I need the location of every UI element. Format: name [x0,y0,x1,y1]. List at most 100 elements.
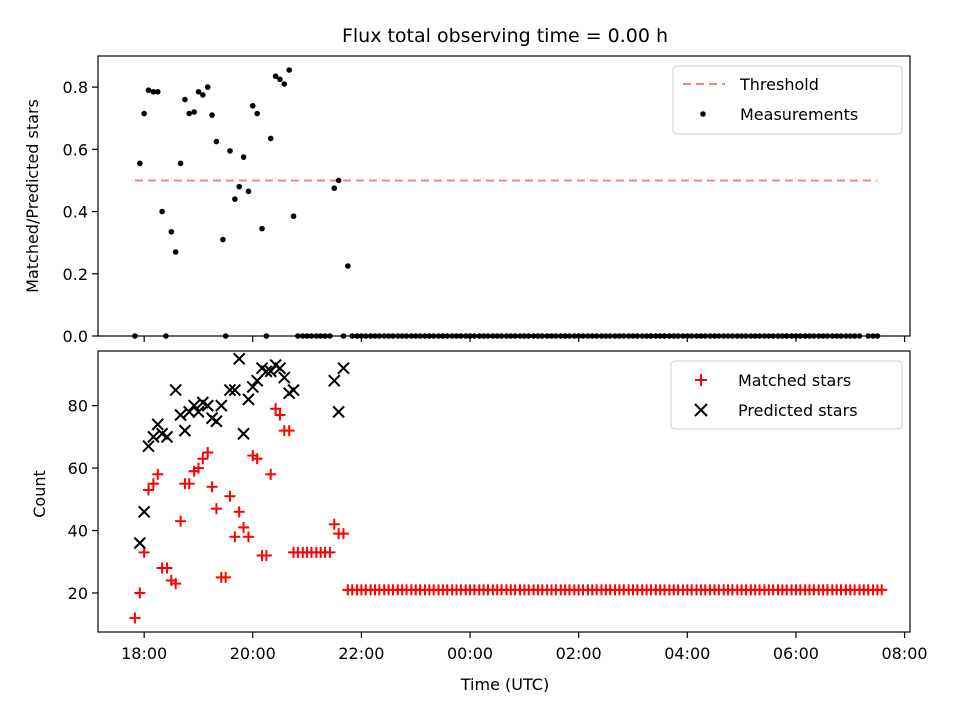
measurement-point [331,185,338,192]
predicted-star-point [223,383,237,397]
predicted-star-point [260,365,273,378]
predicted-star-point [160,430,174,444]
matched-star-point [229,531,241,543]
predicted-star-point [178,424,192,437]
top-legend: Threshold Measurements [672,65,903,135]
measurement-point [240,154,247,160]
top-legend-box [672,65,903,135]
measurement-point [281,81,288,87]
measurement-point [150,88,157,95]
predicted-star-point [328,374,341,387]
measurement-point [159,208,165,215]
predicted-star-point [233,352,246,366]
measurement-point [220,236,226,243]
matched-star-point [233,506,245,518]
predicted-star-point [332,405,345,419]
x-axis-label: Time (UTC) [460,675,549,694]
matched-star-point [220,571,232,583]
matched-star-point [183,478,195,490]
matched-star-point [210,503,222,515]
measurement-point [191,109,197,115]
x-tick-label: 18:00 [121,644,167,663]
x-tick-label: 20:00 [230,644,276,663]
predicted-star-point [273,361,287,375]
matched-star-point [224,490,236,502]
x-tick-label: 06:00 [773,644,819,663]
top-y-tick-label: 0.0 [63,327,88,346]
bottom-y-tick-label: 80 [68,397,88,416]
measurement-point [209,112,215,118]
predicted-star-point [287,383,300,397]
predicted-star-point [201,399,214,412]
bottom-y-tick-label: 40 [68,522,88,541]
predicted-star-point [169,383,182,397]
matched-star-point [338,528,350,540]
predicted-star-point [210,415,223,428]
measurement-point [232,196,238,202]
x-tick-label: 02:00 [556,644,602,663]
legend-threshold-label: Threshold [739,75,819,94]
legend-predicted-label: Predicted stars [738,401,858,420]
measurement-point [267,135,274,142]
matched-star-point [175,515,187,527]
predicted-star-point [187,399,201,412]
bottom-x-ticks: 18:00 20:00 22:00 00:00 02:00 04:00 06:00 08:00 [121,632,928,663]
measurement-point [172,249,179,255]
matched-star-point [147,478,159,490]
bottom-panel-border [97,350,911,633]
predicted-star-point [147,430,160,444]
legend-matched-label: Matched stars [738,371,851,390]
matched-star-point [152,468,164,480]
matched-star-point [129,612,141,624]
matched-star-point [238,521,250,533]
matched-star-point [260,550,272,562]
matched-star-point [324,546,336,558]
measurement-point [286,67,292,73]
measurement-point [182,96,188,103]
matched-star-point [270,403,282,415]
matched-star-point [283,425,295,437]
legend-predicted-swatch [694,403,708,417]
matched-star-point [328,518,340,530]
bottom-y-tick-label: 60 [68,459,88,478]
top-panel-border [97,55,911,337]
predicted-star-point [192,405,205,419]
top-y-tick-label: 0.6 [63,140,88,159]
measurement-point [345,263,351,269]
matched-star-point [242,531,254,543]
x-tick-label: 04:00 [664,644,710,663]
matched-star-point [876,584,888,596]
predicted-star-point [246,380,260,394]
bottom-legend-box [670,360,903,430]
measurement-point [186,110,193,117]
measurement-point [204,84,211,90]
measurement-point [213,138,220,145]
matched-star-point [192,462,204,474]
matched-stars-points [129,403,888,624]
matched-star-point [202,446,214,458]
matched-star-point [206,481,218,493]
measurement-point [141,110,147,117]
top-y-ticks: 0.0 0.2 0.4 0.6 0.8 [63,78,98,346]
matched-star-point [197,453,209,465]
measurement-point [249,102,256,109]
measurement-point [236,183,243,190]
predicted-star-point [137,505,151,519]
predicted-stars-points [133,352,350,550]
matched-star-point [274,409,286,421]
measurement-point [290,213,297,220]
measurement-point [145,87,152,94]
measurement-point [200,92,206,98]
matched-star-point [170,578,182,590]
bottom-y-axis-label: Count [30,470,49,518]
bottom-y-tick-label: 20 [68,584,88,603]
measurement-point [245,188,252,195]
predicted-star-point [215,399,228,412]
measurement-point [195,88,202,95]
predicted-star-point [151,418,164,431]
measurement-point [259,225,265,232]
measurement-point [137,160,143,167]
measurement-point [254,110,260,117]
legend-matched-swatch [695,374,707,386]
